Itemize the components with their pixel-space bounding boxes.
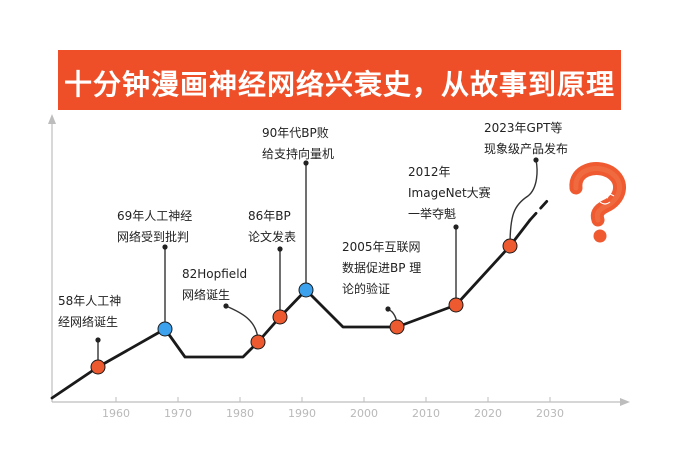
x-axis-tick-label: 1960 xyxy=(102,407,130,420)
question-mark-icon xyxy=(569,162,626,243)
y-axis-arrow-icon xyxy=(48,114,56,124)
title-banner: 十分钟漫画神经网络兴衰史，从故事到原理 xyxy=(58,50,621,110)
event-label-2023: 2023年GPT等 现象级产品发布 xyxy=(484,121,568,156)
event-marker-1969 xyxy=(157,321,173,337)
event-marker-2012 xyxy=(448,297,464,313)
event-label-1982: 82Hopfield 网络诞生 xyxy=(182,267,251,302)
event-marker-1958 xyxy=(90,359,106,375)
event-label-2005: 2005年互联网 数据促进BP 理 论的验证 xyxy=(342,240,425,296)
event-label-1986: 86年BP 论文发表 xyxy=(248,209,296,244)
event-marker-1986 xyxy=(272,309,288,325)
x-axis-tick-label: 1970 xyxy=(164,407,192,420)
x-axis-tick-label: 1990 xyxy=(288,407,316,420)
event-label-2012: 2012年 ImageNet大赛 一举夺魁 xyxy=(408,165,494,221)
event-marker-1982 xyxy=(250,334,266,350)
event-label-1958: 58年人工神 经网络诞生 xyxy=(58,294,125,329)
x-axis-tick-label: 2020 xyxy=(474,407,502,420)
x-axis-tick-label: 1980 xyxy=(226,407,254,420)
x-axis-tick-label: 2010 xyxy=(412,407,440,420)
x-axis-tick-label: 2000 xyxy=(350,407,378,420)
connector-2023 xyxy=(509,159,538,247)
x-axis-tick-label: 2030 xyxy=(536,407,564,420)
event-marker-2023 xyxy=(502,238,518,254)
x-axis-arrow-icon xyxy=(620,398,630,406)
event-label-1989: 90年代BP败 给支持向量机 xyxy=(262,125,334,161)
event-label-1969: 69年人工神经 网络受到批判 xyxy=(117,209,196,244)
page-title: 十分钟漫画神经网络兴衰史，从故事到原理 xyxy=(63,68,615,101)
future-trend-dashed-line xyxy=(528,198,550,222)
event-marker-1989 xyxy=(298,282,314,298)
event-marker-2005 xyxy=(389,319,405,335)
